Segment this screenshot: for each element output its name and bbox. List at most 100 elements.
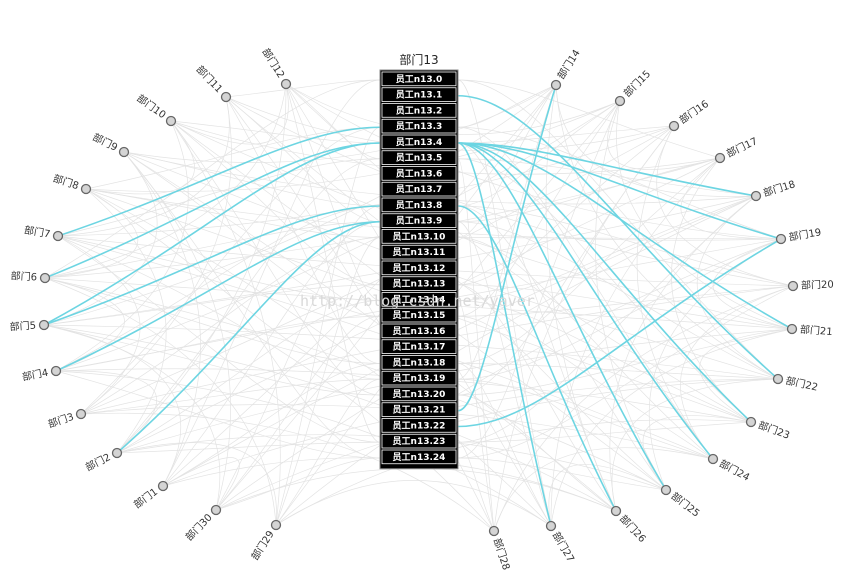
department-node-circle[interactable]: [660, 484, 672, 496]
employee-cell[interactable]: [381, 87, 457, 102]
employee-cell[interactable]: [381, 229, 457, 244]
department-node-d21[interactable]: 部门21: [786, 323, 834, 339]
employee-cell[interactable]: [381, 276, 457, 291]
employee-cell[interactable]: [381, 166, 457, 181]
department-node-d8[interactable]: 部门8: [51, 172, 92, 195]
employee-cell[interactable]: [381, 402, 457, 417]
department-node-circle[interactable]: [714, 152, 726, 164]
employee-cell[interactable]: [381, 323, 457, 339]
department-node-d10[interactable]: 部门10: [134, 92, 177, 127]
department-node-circle[interactable]: [165, 115, 177, 127]
employee-row[interactable]: 员工n13.22: [381, 418, 457, 433]
employee-row[interactable]: 员工n13.0: [381, 71, 457, 87]
employee-row[interactable]: 员工n13.3: [381, 118, 457, 134]
employee-row[interactable]: 员工n13.13: [381, 276, 457, 291]
employee-cell[interactable]: [381, 260, 457, 276]
department-node-d16[interactable]: 部门16: [668, 97, 711, 132]
employee-row[interactable]: 员工n13.15: [381, 307, 457, 323]
employee-cell[interactable]: [381, 370, 457, 386]
department-node-circle[interactable]: [39, 272, 51, 284]
department-node-circle[interactable]: [50, 365, 62, 377]
department-node-circle[interactable]: [550, 79, 562, 91]
department-node-circle[interactable]: [52, 230, 64, 242]
department-node-d18[interactable]: 部门18: [750, 177, 797, 202]
employee-cell[interactable]: [381, 292, 457, 307]
department-node-d3[interactable]: 部门3: [46, 408, 87, 431]
department-node-d20[interactable]: 部门20: [787, 277, 834, 292]
department-node-d15[interactable]: 部门15: [614, 67, 654, 107]
department-node-circle[interactable]: [707, 453, 719, 465]
department-node-d30[interactable]: 部门30: [183, 504, 222, 544]
department-node-d22[interactable]: 部门22: [772, 373, 820, 394]
department-node-d25[interactable]: 部门25: [660, 484, 703, 520]
employee-row[interactable]: 员工n13.9: [381, 213, 457, 228]
department-node-d23[interactable]: 部门23: [745, 416, 792, 442]
employee-cell[interactable]: [381, 71, 457, 87]
department-node-circle[interactable]: [545, 520, 557, 532]
employee-cell[interactable]: [381, 197, 457, 213]
department-node-d27[interactable]: 部门27: [545, 520, 578, 565]
employee-cell[interactable]: [381, 449, 457, 465]
employee-row[interactable]: 员工n13.11: [381, 244, 457, 260]
department-node-d19[interactable]: 部门19: [775, 225, 823, 245]
department-node-circle[interactable]: [111, 447, 123, 459]
department-node-circle[interactable]: [488, 525, 500, 537]
department-node-circle[interactable]: [610, 505, 622, 517]
employee-row[interactable]: 员工n13.16: [381, 323, 457, 339]
employee-cell[interactable]: [381, 355, 457, 370]
employee-row[interactable]: 员工n13.24: [381, 449, 457, 465]
employee-row[interactable]: 员工n13.2: [381, 103, 457, 118]
department-node-circle[interactable]: [614, 95, 626, 107]
employee-row[interactable]: 员工n13.18: [381, 355, 457, 370]
department-node-circle[interactable]: [280, 78, 292, 90]
department-node-d7[interactable]: 部门7: [23, 223, 64, 242]
department-node-d12[interactable]: 部门12: [259, 46, 292, 90]
department-node-circle[interactable]: [787, 280, 799, 292]
department-node-d2[interactable]: 部门2: [83, 447, 123, 474]
department-node-d26[interactable]: 部门26: [610, 505, 649, 545]
department-node-d11[interactable]: 部门11: [194, 63, 232, 103]
department-node-circle[interactable]: [750, 190, 762, 202]
employee-row[interactable]: 员工n13.7: [381, 181, 457, 197]
employee-row[interactable]: 员工n13.21: [381, 402, 457, 417]
employee-row[interactable]: 员工n13.5: [381, 150, 457, 165]
employee-row[interactable]: 员工n13.23: [381, 433, 457, 449]
employee-cell[interactable]: [381, 339, 457, 354]
department-node-circle[interactable]: [210, 504, 222, 516]
employee-cell[interactable]: [381, 433, 457, 449]
department-node-d17[interactable]: 部门17: [714, 134, 760, 164]
employee-row[interactable]: 员工n13.4: [381, 134, 457, 150]
department-node-circle[interactable]: [80, 183, 92, 195]
employee-cell[interactable]: [381, 307, 457, 323]
employee-cell[interactable]: [381, 118, 457, 134]
employee-cell[interactable]: [381, 181, 457, 197]
department-node-circle[interactable]: [745, 416, 757, 428]
employee-row[interactable]: 员工n13.1: [381, 87, 457, 102]
department-node-d1[interactable]: 部门1: [131, 480, 169, 512]
department-node-d24[interactable]: 部门24: [707, 453, 753, 484]
department-node-d5[interactable]: 部门5: [9, 319, 50, 334]
employee-cell[interactable]: [381, 150, 457, 165]
employee-row[interactable]: 员工n13.8: [381, 197, 457, 213]
department-node-circle[interactable]: [220, 91, 232, 103]
employee-row[interactable]: 员工n13.12: [381, 260, 457, 276]
department-node-circle[interactable]: [775, 233, 787, 245]
department-node-circle[interactable]: [157, 480, 169, 492]
department-node-d6[interactable]: 部门6: [10, 269, 51, 284]
department-node-circle[interactable]: [38, 319, 50, 331]
department-node-circle[interactable]: [118, 146, 130, 158]
employee-cell[interactable]: [381, 386, 457, 402]
department-node-circle[interactable]: [270, 519, 282, 531]
employee-row[interactable]: 员工n13.17: [381, 339, 457, 354]
employee-row[interactable]: 员工n13.6: [381, 166, 457, 181]
department-node-circle[interactable]: [668, 120, 680, 132]
department-node-d29[interactable]: 部门29: [248, 519, 282, 563]
department-node-d14[interactable]: 部门14: [550, 47, 583, 91]
employee-row[interactable]: 员工n13.14: [381, 292, 457, 307]
department-node-circle[interactable]: [772, 373, 784, 385]
employee-cell[interactable]: [381, 103, 457, 118]
employee-cell[interactable]: [381, 134, 457, 150]
department-node-circle[interactable]: [75, 408, 87, 420]
department-node-d4[interactable]: 部门4: [21, 365, 62, 384]
department-node-d28[interactable]: 部门28: [488, 525, 514, 572]
